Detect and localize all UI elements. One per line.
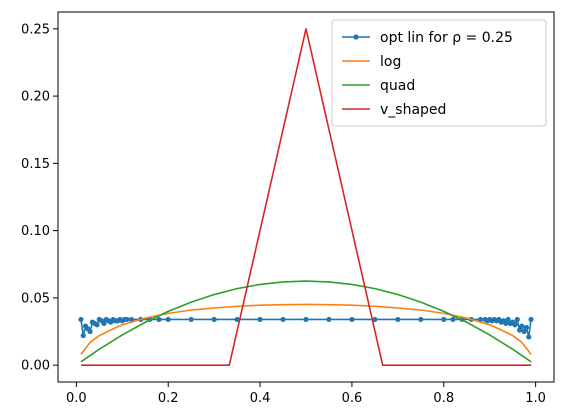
data-point [523,324,530,331]
y-tick-label: 0.20 [21,90,50,105]
x-tick-label: 0.6 [342,391,363,406]
x-tick-label: 0.4 [250,391,271,406]
series-line-0 [80,318,532,338]
data-point [503,320,509,327]
legend-box [331,19,547,127]
y-tick-label: 0.25 [21,22,50,37]
data-point [234,316,240,323]
legend-label: log [380,54,401,70]
legend-label: quad [380,78,415,94]
data-point [441,316,447,323]
series-line-1 [80,303,532,355]
data-point [512,322,518,328]
x-tick-label: 0.8 [433,391,454,406]
data-point [156,316,162,323]
data-point [211,316,217,323]
series-layer [78,28,534,366]
legend-label: v_shaped [380,102,446,118]
data-point [94,322,100,328]
x-tick-label: 1.0 [525,391,546,406]
series-line-3 [80,28,532,366]
data-point [124,316,130,323]
data-point [477,316,484,323]
data-point [349,316,355,323]
data-point [526,334,532,340]
data-point [514,316,520,323]
data-point [101,320,107,327]
data-point [372,316,378,323]
data-point [326,316,332,323]
plot-frame [57,11,555,383]
data-point [280,316,286,323]
y-tick-label: 0.00 [21,359,50,374]
x-tick-label: 0.0 [66,391,87,406]
data-point [128,316,135,323]
data-point [519,323,525,329]
data-point [165,316,171,323]
legend-marker [353,34,359,40]
data-point [450,316,456,323]
data-point [505,316,511,323]
data-point [395,316,401,323]
y-tick-label: 0.10 [21,224,50,239]
data-point [528,316,534,323]
series-line-2 [80,280,532,363]
data-point [516,327,523,333]
data-point [188,316,194,323]
y-tick-label: 0.05 [21,291,50,306]
data-point [303,316,309,323]
data-point [80,332,86,339]
legend-label: opt lin for ρ = 0.25 [380,30,513,46]
x-tick-label: 0.2 [158,391,179,406]
data-point [257,316,263,323]
legend: opt lin for ρ = 0.25 log quad v_shaped [331,19,547,127]
data-point [78,316,84,323]
data-point [521,328,527,335]
axes-layer: 0.0 0.2 0.4 0.6 0.8 1.0 0.00 0.05 0.10 0.15 0.20 0.… [21,11,555,406]
data-point [87,328,93,335]
y-tick-label: 0.15 [21,157,50,172]
data-point [418,316,424,323]
